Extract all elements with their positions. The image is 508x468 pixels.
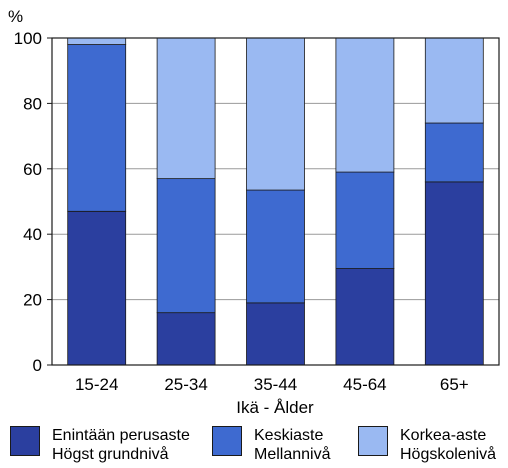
bar-segment-25-34-2	[156, 37, 216, 180]
legend: Enintään perusaste Högst grundnivå Keski…	[0, 420, 508, 468]
legend-item-tertiary: Korkea-aste Högskolenivå	[358, 420, 508, 468]
y-tick-labels: 0 20 40 60 80 100	[14, 29, 52, 375]
y-tick-label: 40	[23, 225, 42, 244]
x-tick-label: 65+	[440, 375, 469, 394]
y-tick-label: 100	[14, 29, 42, 48]
legend-swatch-tertiary	[358, 426, 388, 456]
legend-label-secondary-fi: Keskiaste	[254, 427, 324, 444]
bar-segment-65+-2	[424, 37, 484, 124]
bar-segment-65+-1	[424, 122, 484, 183]
legend-swatch-secondary	[212, 426, 242, 456]
legend-item-basic: Enintään perusaste Högst grundnivå	[10, 420, 190, 468]
x-tick-label: 35-44	[254, 375, 297, 394]
y-tick-label: 20	[23, 291, 42, 310]
bar-segment-25-34-1	[156, 178, 216, 314]
bar-segment-15-24-0	[67, 210, 127, 366]
x-tick-label: 45-64	[343, 375, 386, 394]
bar-segment-45-64-0	[335, 268, 395, 366]
x-tick-label: 15-24	[75, 375, 118, 394]
bar-segment-65+-0	[424, 181, 484, 366]
bar-segment-45-64-1	[335, 171, 395, 269]
stacked-bar-chart: % 0 20 40 60 80 100 15-24 25-34 35-44 45-64 65+ I…	[8, 7, 500, 417]
legend-label-secondary-sv: Mellannivå	[254, 446, 331, 463]
y-axis-label: %	[8, 7, 23, 26]
legend-label-tertiary-fi: Korkea-aste	[400, 427, 487, 444]
y-tick-label: 0	[33, 356, 42, 375]
bar-segment-35-44-1	[246, 189, 305, 304]
legend-swatch-basic	[10, 426, 40, 456]
bar-segment-35-44-2	[246, 37, 305, 191]
legend-label-basic-sv: Högst grundnivå	[52, 446, 169, 463]
bar-segment-15-24-1	[67, 44, 127, 212]
x-tick-label: 25-34	[164, 375, 207, 394]
legend-label-tertiary-sv: Högskolenivå	[400, 446, 497, 463]
bar-segment-35-44-0	[246, 302, 305, 366]
bar-segment-45-64-2	[335, 37, 395, 173]
y-tick-label: 80	[23, 94, 42, 113]
plot-frame	[51, 37, 500, 366]
legend-label-basic-fi: Enintään perusaste	[52, 427, 190, 444]
y-tick-label: 60	[23, 160, 42, 179]
x-axis-label: Ikä - Ålder	[236, 398, 314, 417]
bar-segment-25-34-0	[156, 312, 216, 366]
bars	[67, 37, 484, 366]
legend-item-secondary: Keskiaste Mellannivå	[212, 420, 352, 468]
x-tick-labels: 15-24 25-34 35-44 45-64 65+	[75, 375, 469, 394]
bar-segment-15-24-2	[67, 37, 127, 45]
